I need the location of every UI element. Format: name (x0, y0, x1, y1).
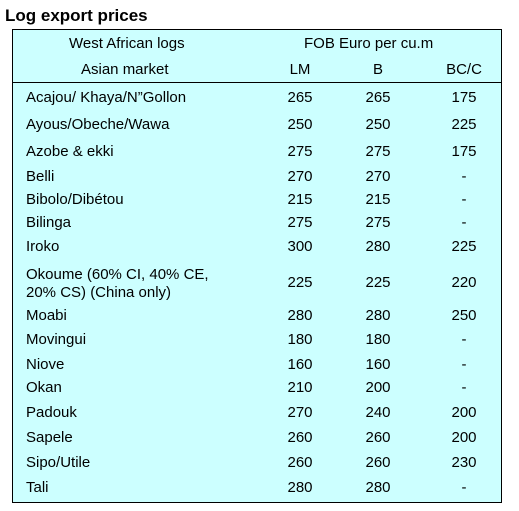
header-price-group-label: FOB Euro per cu.m (304, 35, 434, 52)
log-species-name: Sipo/Utile (26, 454, 91, 471)
header-b-label: B (372, 61, 383, 78)
log-species-name: Padouk (26, 404, 77, 421)
b-price: 160 (365, 356, 391, 373)
bcc-price: 200 (451, 429, 477, 446)
log-species-name: Sapele (26, 429, 73, 446)
table-title: Log export prices (5, 6, 148, 25)
bcc-price: - (461, 331, 467, 348)
log-species-name-continued: 20% CS) (China only) (26, 284, 172, 301)
table-header-box (12, 29, 502, 83)
bcc-price: 250 (451, 307, 477, 324)
bcc-price: 225 (451, 238, 477, 255)
log-species-name: Tali (26, 479, 49, 496)
log-species-name: Bibolo/Dibétou (26, 191, 124, 208)
bcc-price: - (461, 214, 467, 231)
b-price: 280 (365, 238, 391, 255)
bcc-price: 225 (451, 116, 477, 133)
b-price: 260 (365, 454, 391, 471)
lm-price: 180 (287, 331, 313, 348)
log-species-name: Okoume (60% CI, 40% CE, (26, 266, 209, 283)
bcc-price: - (461, 479, 467, 496)
lm-price: 280 (287, 479, 313, 496)
lm-price: 300 (287, 238, 313, 255)
log-species-name: Belli (26, 168, 55, 185)
b-price: 215 (365, 191, 391, 208)
lm-price: 250 (287, 116, 313, 133)
header-market-label: Asian market (81, 61, 169, 78)
table-body-box (12, 29, 502, 503)
bcc-price: 200 (451, 404, 477, 421)
header-lm-label: LM (289, 61, 311, 78)
b-price: 260 (365, 429, 391, 446)
log-species-name: Okan (26, 379, 62, 396)
b-price: 240 (365, 404, 391, 421)
log-species-name: Moabi (26, 307, 67, 324)
b-price: 180 (365, 331, 391, 348)
lm-price: 270 (287, 168, 313, 185)
bcc-price: - (461, 191, 467, 208)
bcc-price: - (461, 356, 467, 373)
bcc-price: - (461, 379, 467, 396)
b-price: 265 (365, 89, 391, 106)
log-species-name: Ayous/Obeche/Wawa (26, 116, 170, 133)
b-price: 200 (365, 379, 391, 396)
b-price: 280 (365, 479, 391, 496)
bcc-price: - (461, 168, 467, 185)
header-region-label: West African logs (69, 35, 185, 52)
b-price: 275 (365, 143, 391, 160)
b-price: 250 (365, 116, 391, 133)
lm-price: 210 (287, 379, 313, 396)
b-price: 275 (365, 214, 391, 231)
b-price: 225 (365, 274, 391, 291)
log-species-name: Acajou/ Khaya/N”Gollon (26, 89, 187, 106)
lm-price: 275 (287, 143, 313, 160)
log-species-name: Niove (26, 356, 65, 373)
bcc-price: 175 (451, 89, 477, 106)
lm-price: 280 (287, 307, 313, 324)
lm-price: 275 (287, 214, 313, 231)
log-species-name: Movingui (26, 331, 87, 348)
log-species-name: Azobe & ekki (26, 143, 114, 160)
lm-price: 225 (287, 274, 313, 291)
lm-price: 260 (287, 454, 313, 471)
lm-price: 215 (287, 191, 313, 208)
lm-price: 270 (287, 404, 313, 421)
lm-price: 265 (287, 89, 313, 106)
b-price: 270 (365, 168, 391, 185)
lm-price: 160 (287, 356, 313, 373)
b-price: 280 (365, 307, 391, 324)
header-bcc-label: BC/C (446, 61, 482, 78)
bcc-price: 220 (451, 274, 477, 291)
bcc-price: 230 (451, 454, 477, 471)
lm-price: 260 (287, 429, 313, 446)
log-species-name: Bilinga (26, 214, 72, 231)
log-species-name: Iroko (26, 238, 60, 255)
bcc-price: 175 (451, 143, 477, 160)
